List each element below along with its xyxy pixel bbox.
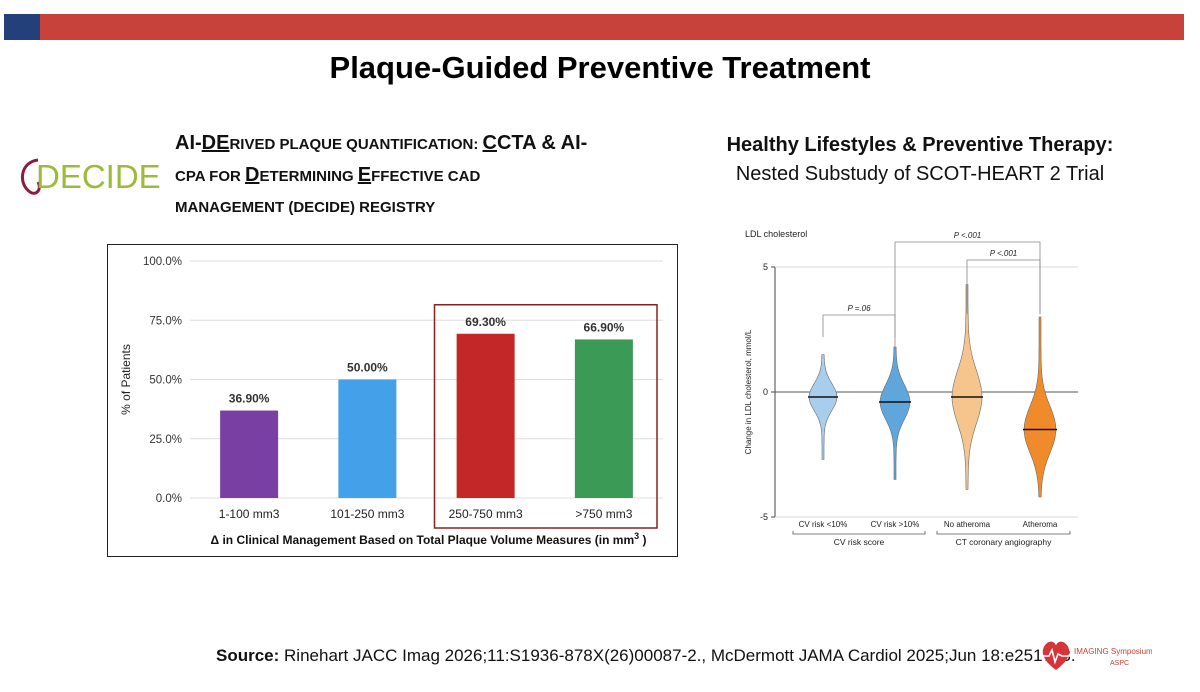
- symposium-logo-text: IMAGING Symposium: [1074, 647, 1152, 656]
- violin-title: LDL cholesterol: [745, 229, 807, 239]
- bar-value-label: 66.90%: [584, 320, 625, 334]
- decide-logo-text: DECIDE: [36, 158, 161, 195]
- violin-shape: [951, 284, 983, 490]
- bar: [220, 410, 279, 498]
- decide-logo-swirl: [21, 158, 41, 195]
- scot-heart-heading: Healthy Lifestyles & Preventive Therapy:…: [700, 134, 1140, 186]
- violin-y-tick-label: 5: [763, 262, 768, 272]
- scot-heart-heading-line1: Healthy Lifestyles & Preventive Therapy:: [726, 134, 1114, 156]
- violin-y-tick-label: -5: [760, 512, 768, 522]
- bar: [456, 333, 515, 498]
- violin-x-tick-label: Atheroma: [1023, 520, 1058, 529]
- decide-heading-line1: AI-DERIVED PLAQUE QUANTIFICATION: CCTA &…: [175, 132, 588, 154]
- violin-y-axis-label: Change in LDL cholesterol, mmol/L: [744, 329, 753, 454]
- significance-bracket: [966, 259, 1041, 314]
- y-tick-label: 50.0%: [149, 375, 182, 387]
- source-citation: Source: Rinehart JACC Imag 2026;11:S1936…: [216, 646, 1076, 666]
- y-axis-label: % of Patients: [119, 344, 133, 415]
- violin-shape: [808, 354, 838, 460]
- violin-group-label: CT coronary angiography: [956, 537, 1053, 547]
- x-tick-label: 250-750 mm3: [449, 507, 523, 521]
- y-tick-label: 0.0%: [156, 493, 182, 505]
- bar-value-label: 36.90%: [229, 392, 270, 406]
- x-tick-label: >750 mm3: [575, 507, 632, 521]
- y-tick-label: 100.0%: [143, 256, 182, 268]
- y-tick-label: 75.0%: [149, 315, 182, 327]
- decide-heading-line3: MANAGEMENT (DECIDE) REGISTRY: [175, 199, 436, 216]
- significance-label: P <.001: [954, 231, 982, 240]
- bar-chart-frame: 0.0% 25.0% 50.0% 75.0% 100.0%% of Patients 36…: [107, 244, 678, 557]
- imaging-symposium-logo: IMAGING Symposium ASPC: [1042, 641, 1152, 670]
- bar-chart: 0.0%25.0%50.0%75.0%100.0%% of Patients 36…: [119, 256, 663, 547]
- x-axis-label-main: Δ in Clinical Management Based on Total …: [211, 533, 635, 547]
- violin-shape: [1023, 316, 1057, 498]
- top-banner-accent: [4, 14, 40, 40]
- source-label: Source:: [216, 646, 280, 665]
- violin-x-tick-label: CV risk >10%: [871, 520, 920, 529]
- bar-value-label: 50.00%: [347, 361, 388, 375]
- x-axis-label: Δ in Clinical Management Based on Total …: [211, 531, 647, 547]
- significance-label: P =.06: [847, 304, 871, 313]
- significance-bracket: [822, 314, 896, 337]
- violin-panel: LDL cholesterol -5 0 5 Change in LDL cholest…: [733, 222, 1083, 557]
- x-tick-label: 101-250 mm3: [330, 507, 404, 521]
- heart-icon: [1042, 641, 1070, 670]
- violin-shape: [879, 346, 911, 480]
- violin-x-tick-label: No atheroma: [944, 520, 991, 529]
- violin-group-bracket: [792, 531, 926, 535]
- source-text: Rinehart JACC Imag 2026;11:S1936-878X(26…: [279, 646, 1076, 665]
- x-axis-label-end: ): [639, 533, 646, 547]
- violin-chart: LDL cholesterol -5 0 5 Change in LDL cholest…: [744, 229, 1078, 547]
- symposium-logo-subtext: ASPC: [1110, 660, 1129, 667]
- bar: [338, 379, 397, 498]
- violin-y-tick-label: 0: [763, 387, 768, 397]
- decide-logo: DECIDE: [21, 158, 161, 195]
- bar-value-label: 69.30%: [465, 315, 506, 329]
- scot-heart-heading-line2: Nested Substudy of SCOT-HEART 2 Trial: [735, 163, 1105, 185]
- y-tick-label: 25.0%: [149, 434, 182, 446]
- highlight-box: [433, 304, 658, 529]
- violin-group-label: CV risk score: [834, 537, 885, 547]
- ekg-line-icon: [1042, 647, 1074, 665]
- significance-label: P <.001: [990, 249, 1018, 258]
- x-axis-label-superscript: 3: [634, 531, 639, 541]
- violin-group-bracket: [936, 531, 1071, 535]
- decide-heading-line2: CPA FOR DETERMINING EFFECTIVE CAD: [175, 164, 481, 186]
- x-tick-label: 1-100 mm3: [219, 507, 280, 521]
- decide-heading: AI-DERIVED PLAQUE QUANTIFICATION: CCTA &…: [175, 128, 645, 223]
- top-banner: [4, 14, 1184, 40]
- slide-title: Plaque-Guided Preventive Treatment: [329, 50, 871, 85]
- violin-x-tick-label: CV risk <10%: [799, 520, 848, 529]
- bar: [574, 339, 633, 498]
